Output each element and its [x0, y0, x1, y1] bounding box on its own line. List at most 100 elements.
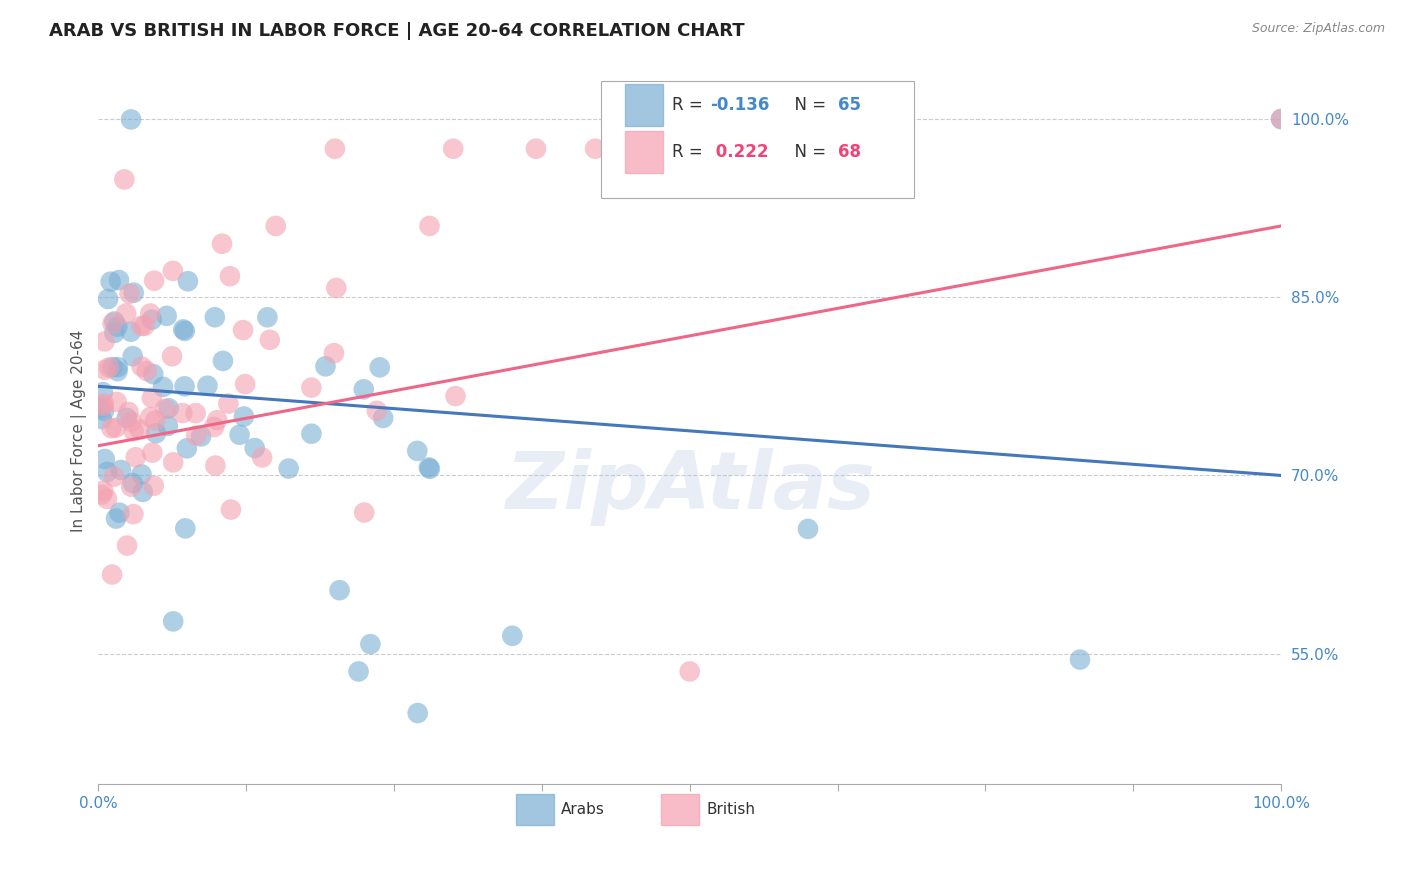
Point [141, 312, 163, 326]
Point [93, 452, 115, 467]
Point [583, 142, 606, 156]
Text: R =: R = [672, 96, 709, 114]
Text: R =: R = [672, 144, 709, 161]
FancyBboxPatch shape [516, 794, 554, 824]
Point [104, 420, 127, 434]
Point [353, 506, 375, 520]
Point [173, 379, 195, 393]
Point [173, 324, 195, 338]
Text: -0.136: -0.136 [710, 96, 769, 114]
Point [186, 428, 208, 442]
Point [121, 415, 143, 429]
Point [108, 273, 131, 287]
FancyBboxPatch shape [661, 794, 699, 824]
Point [219, 269, 242, 284]
FancyBboxPatch shape [624, 131, 662, 173]
Point [96, 491, 118, 506]
Point [94, 363, 117, 377]
Point [93, 334, 115, 349]
Point [121, 349, 143, 363]
Point [190, 429, 212, 443]
Point [139, 410, 162, 425]
Point [419, 462, 441, 476]
Point [524, 142, 547, 156]
FancyBboxPatch shape [624, 84, 662, 126]
Point [172, 406, 194, 420]
Point [120, 325, 142, 339]
Point [205, 413, 228, 427]
Point [264, 219, 287, 233]
Point [157, 401, 180, 416]
Point [110, 463, 132, 477]
Point [277, 461, 299, 475]
Point [174, 521, 197, 535]
Point [129, 318, 152, 333]
Y-axis label: In Labor Force | Age 20-64: In Labor Force | Age 20-64 [72, 330, 87, 532]
Point [329, 583, 352, 598]
Text: N =: N = [785, 96, 832, 114]
Point [299, 381, 322, 395]
Point [797, 522, 820, 536]
Point [501, 629, 523, 643]
Point [143, 414, 166, 428]
Point [256, 310, 278, 325]
Point [301, 426, 323, 441]
Point [406, 706, 429, 720]
Point [184, 406, 207, 420]
Point [96, 465, 118, 479]
Point [204, 458, 226, 473]
Point [134, 318, 156, 333]
Point [1069, 652, 1091, 666]
Point [156, 419, 179, 434]
Point [132, 484, 155, 499]
Point [366, 404, 388, 418]
Point [103, 314, 125, 328]
Text: 0.222: 0.222 [710, 144, 768, 161]
Point [323, 346, 346, 360]
Point [202, 420, 225, 434]
Text: British: British [706, 802, 755, 816]
Point [368, 360, 391, 375]
Point [142, 479, 165, 493]
Point [107, 364, 129, 378]
Point [93, 396, 115, 410]
Point [105, 395, 128, 409]
Text: N =: N = [785, 144, 832, 161]
Point [93, 404, 115, 418]
Point [219, 502, 242, 516]
Text: Arabs: Arabs [561, 802, 605, 816]
Point [232, 323, 254, 337]
Text: ARAB VS BRITISH IN LABOR FORCE | AGE 20-64 CORRELATION CHART: ARAB VS BRITISH IN LABOR FORCE | AGE 20-… [49, 22, 745, 40]
Point [143, 274, 166, 288]
Point [97, 292, 120, 306]
Point [115, 410, 138, 425]
Point [418, 460, 440, 475]
Point [91, 399, 114, 413]
Point [100, 275, 122, 289]
Point [89, 401, 111, 415]
Point [90, 412, 112, 426]
Point [197, 378, 219, 392]
Point [233, 377, 256, 392]
Point [105, 511, 128, 525]
Point [347, 665, 370, 679]
Point [108, 506, 131, 520]
Point [1270, 112, 1292, 126]
Point [91, 483, 114, 498]
Point [323, 142, 346, 156]
FancyBboxPatch shape [600, 81, 914, 198]
Point [162, 264, 184, 278]
Text: 68: 68 [838, 144, 860, 161]
Point [101, 567, 124, 582]
Point [314, 359, 336, 374]
Point [141, 391, 163, 405]
Point [139, 307, 162, 321]
Point [1270, 112, 1292, 126]
Point [152, 380, 174, 394]
Point [373, 411, 395, 425]
Point [98, 360, 121, 375]
Point [243, 441, 266, 455]
Point [121, 475, 143, 490]
Point [212, 354, 235, 368]
Text: 65: 65 [838, 96, 860, 114]
